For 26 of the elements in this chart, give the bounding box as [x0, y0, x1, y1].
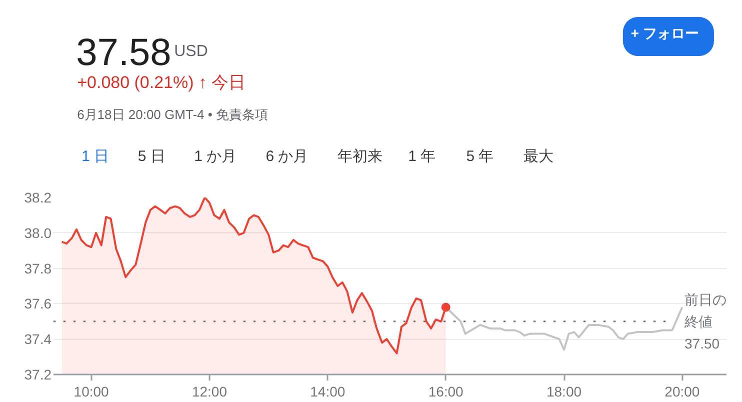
ref-line-label: 前日の終値 37.50	[684, 291, 726, 352]
y-tick-label: 37.6	[24, 296, 52, 312]
text: 1 か月	[194, 148, 237, 165]
x-tick-label: 20:00	[664, 384, 700, 400]
text: USD	[174, 43, 208, 60]
x-tick-label: 12:00	[192, 384, 228, 400]
x-tick-label: 14:00	[310, 384, 346, 400]
y-tick-label: 38.2	[24, 190, 52, 206]
text: 1 年	[408, 148, 436, 165]
text: 年初来	[337, 148, 382, 165]
x-tick-label: 10:00	[74, 384, 110, 400]
text: 5 年	[466, 148, 494, 165]
y-tick-label: 37.2	[24, 366, 52, 382]
x-tick-label: 16:00	[428, 384, 464, 400]
y-tick-label: 37.8	[24, 260, 52, 276]
text: +0.080 (0.21%) ↑ 今日	[77, 73, 246, 92]
chart-title: 37.58	[76, 32, 172, 74]
text: 1 日	[82, 148, 110, 165]
text: + フォロー	[630, 25, 699, 41]
text: 5 日	[138, 148, 166, 165]
text: 6 か月	[266, 148, 308, 165]
x-tick-label: 18:00	[546, 384, 582, 400]
text: 6月18日 20:00 GMT-4 • 免責条項	[77, 107, 268, 122]
text: 最大	[523, 148, 554, 165]
y-tick-label: 38.0	[24, 224, 52, 241]
y-tick-label: 37.4	[24, 331, 52, 348]
